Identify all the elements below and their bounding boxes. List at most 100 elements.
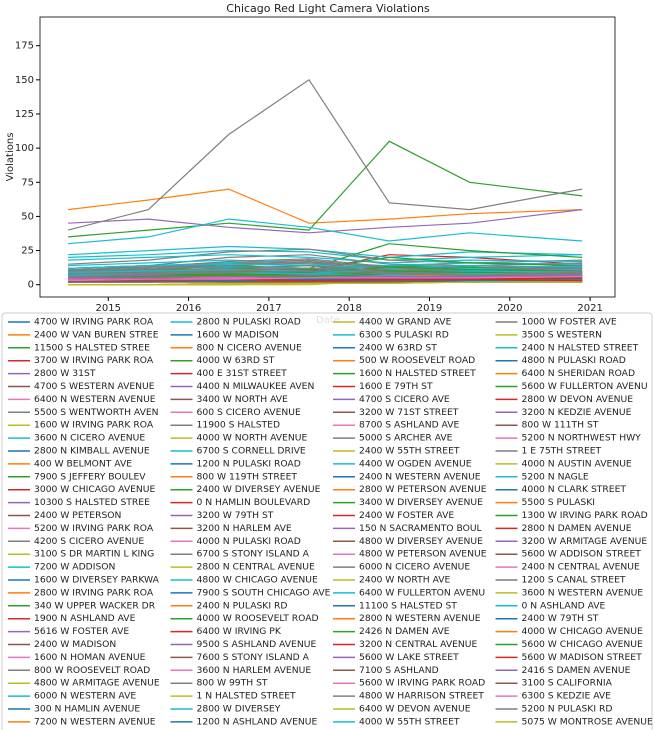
legend-label: 4000 W CHICAGO AVENUE — [522, 626, 644, 637]
legend-label: 5000 S ARCHER AVE — [359, 433, 453, 444]
legend-label: 6400 W DEVON AVENUE — [359, 704, 471, 715]
legend-label: 1600 E 79TH ST — [359, 381, 433, 392]
legend-label: 2800 N CENTRAL AVENUE — [197, 562, 316, 573]
y-tick-label: 0 — [28, 280, 34, 291]
x-tick-label: 2018 — [336, 303, 361, 314]
legend-label: 6300 S KEDZIE AVE — [522, 691, 612, 702]
legend-label: 5200 N NORTHWEST HWY — [522, 433, 642, 444]
legend-label: 7900 S JEFFERY BOULEV — [34, 471, 146, 482]
legend-label: 2400 W NORTH AVE — [359, 575, 451, 586]
legend-label: 5600 W IRVING PARK ROAD — [359, 678, 485, 689]
legend-label: 6700 S STONY ISLAND A — [197, 549, 310, 560]
legend-label: 2426 N DAMEN AVE — [359, 626, 450, 637]
series-line — [68, 209, 583, 234]
x-tick-label: 2015 — [96, 303, 121, 314]
legend-label: 4700 W IRVING PARK ROA — [34, 317, 154, 328]
legend-label: 5200 N NAGLE — [522, 471, 589, 482]
legend-label: 340 W UPPER WACKER DR — [34, 600, 156, 611]
legend-label: 5600 W FULLERTON AVENU — [522, 381, 648, 392]
legend-label: 3400 W DIVERSEY AVENUE — [359, 497, 483, 508]
legend-label: 7200 W ADDISON — [34, 562, 115, 573]
legend-label: 2400 W 79TH ST — [522, 613, 599, 624]
series-line — [68, 254, 583, 264]
series-line — [68, 275, 583, 282]
legend-label: 2400 W PETERSON — [34, 510, 121, 521]
legend-label: 4400 W OGDEN AVENUE — [359, 458, 472, 469]
legend-label: 7100 S ASHLAND — [359, 665, 439, 676]
legend-label: 800 W 119TH STREET — [197, 471, 298, 482]
legend-label: 1300 W IRVING PARK ROAD — [522, 510, 648, 521]
y-tick-label: 150 — [15, 75, 34, 86]
legend-label: 11100 S HALSTED ST — [359, 600, 457, 611]
legend-label: 5600 W ADDISON STREET — [522, 549, 642, 560]
legend-label: 500 W ROOSEVELT ROAD — [359, 355, 475, 366]
legend-label: 3200 W ARMITAGE AVENUE — [522, 536, 648, 547]
legend-label: 1600 W IRVING PARK ROA — [34, 420, 154, 431]
series-line — [68, 188, 583, 224]
legend-label: 1200 S CANAL STREET — [522, 575, 626, 586]
legend-label: 1600 N HALSTED STREET — [359, 368, 476, 379]
legend-label: 6000 N CICERO AVENUE — [359, 562, 470, 573]
series-line — [68, 270, 583, 278]
legend-label: 4000 W ROOSEVELT ROAD — [197, 613, 319, 624]
legend-label: 2400 W 55TH STREET — [359, 446, 460, 457]
legend-label: 1200 N ASHLAND AVENUE — [197, 716, 318, 727]
legend-label: 300 N HAMLIN AVENUE — [34, 704, 140, 715]
legend-label: 2400 N WESTERN AVENUE — [359, 471, 481, 482]
legend-label: 2416 S DAMEN AVENUE — [522, 665, 631, 676]
legend-label: 2800 W DEVON AVENUE — [522, 394, 634, 405]
legend-label: 4800 W ARMITAGE AVENUE — [34, 678, 160, 689]
legend-label: 2400 W MADISON — [34, 639, 116, 650]
legend-label: 1 E 75TH STREET — [522, 446, 602, 457]
legend-label: 3000 W CHICAGO AVENUE — [34, 484, 156, 495]
series-line — [68, 281, 583, 286]
legend-label: 2800 W PETERSON AVENUE — [359, 484, 487, 495]
legend-label: 5616 W FOSTER AVE — [34, 626, 129, 637]
legend-label: 4800 W PETERSON AVENUE — [359, 549, 487, 560]
legend-label: 0 N ASHLAND AVE — [522, 600, 606, 611]
legend-label: 5075 W MONTROSE AVENUE — [522, 716, 654, 727]
legend-label: 1900 N ASHLAND AVE — [34, 613, 136, 624]
legend-label: 1200 N PULASKI ROAD — [197, 458, 301, 469]
legend-label: 150 N SACRAMENTO BOUL — [359, 523, 483, 534]
legend-label: 7200 N WESTERN AVENUE — [34, 716, 156, 727]
legend-label: 6400 N WESTERN AVENUE — [34, 394, 156, 405]
legend-label: 400 W BELMONT AVE — [34, 458, 132, 469]
legend-label: 4000 N CLARK STREET — [522, 484, 627, 495]
legend-label: 3200 N CENTRAL AVENUE — [359, 639, 478, 650]
legend-label: 4200 S CICERO AVENUE — [34, 536, 144, 547]
legend-label: 2400 N PULASKI RD — [197, 600, 288, 611]
legend-label: 4000 W 63RD ST — [197, 355, 275, 366]
y-tick-label: 50 — [21, 211, 34, 222]
x-tick-label: 2019 — [417, 303, 442, 314]
legend-label: 5200 W IRVING PARK ROA — [34, 523, 154, 534]
legend-label: 6400 W FULLERTON AVENU — [359, 587, 485, 598]
legend-label: 2800 N WESTERN AVENUE — [359, 613, 481, 624]
legend-label: 800 W 111TH ST — [522, 420, 599, 431]
legend-label: 2400 W 63RD ST — [359, 342, 437, 353]
legend-label: 4400 W GRAND AVE — [359, 317, 452, 328]
legend-label: 600 S CICERO AVENUE — [197, 407, 301, 418]
legend-label: 5600 W MADISON STREET — [522, 652, 643, 663]
legend-label: 2800 N PULASKI ROAD — [197, 317, 301, 328]
legend-label: 3100 S DR MARTIN L KING — [34, 549, 154, 560]
legend-label: 4700 S WESTERN AVENUE — [34, 381, 155, 392]
legend-label: 5600 W LAKE STREET — [359, 652, 459, 663]
x-tick-label: 2016 — [176, 303, 201, 314]
legend-label: 1600 W MADISON — [197, 329, 279, 340]
y-tick-label: 100 — [15, 143, 34, 154]
legend-label: 9500 S ASHLAND AVENUE — [197, 639, 317, 650]
legend-label: 3200 W 79TH ST — [197, 510, 274, 521]
series-line — [67, 78, 583, 231]
legend-label: 4400 N MILWAUKEE AVEN — [197, 381, 315, 392]
y-axis-label: Violations — [5, 133, 16, 182]
legend-label: 1 N HALSTED STREET — [197, 691, 297, 702]
legend-label: 3200 W 71ST STREET — [359, 407, 459, 418]
legend-label: 1600 W DIVERSEY PARKWA — [34, 575, 160, 586]
legend-label: 2400 W FOSTER AVE — [359, 510, 454, 521]
legend-label: 2400 N CENTRAL AVENUE — [522, 562, 641, 573]
series-line — [68, 218, 583, 245]
legend-label: 4000 W 55TH STREET — [359, 716, 460, 727]
legend-label: 6000 N WESTERN AVE — [34, 691, 136, 702]
